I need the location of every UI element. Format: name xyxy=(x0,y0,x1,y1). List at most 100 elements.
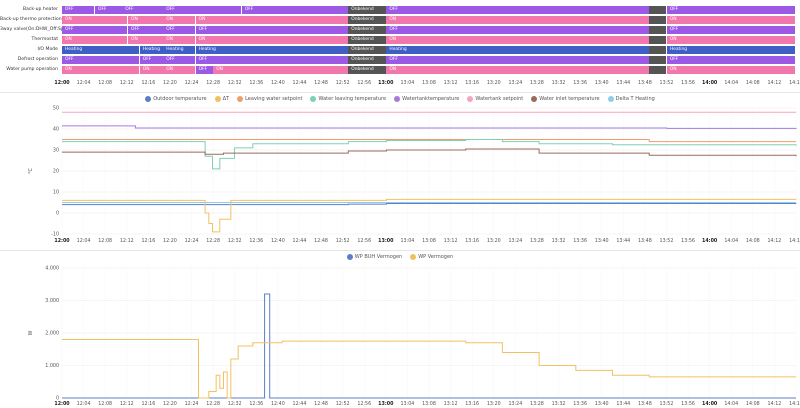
legend-item[interactable]: Leaving water setpoint xyxy=(237,96,302,102)
timeline-segment-off[interactable]: OFF xyxy=(386,56,649,64)
divider xyxy=(0,250,800,251)
timeline-segment-on[interactable]: ON xyxy=(666,16,796,24)
series-line[interactable] xyxy=(62,125,797,129)
timeline-segment-heating[interactable]: Heating xyxy=(386,46,649,54)
series-line[interactable] xyxy=(62,139,796,143)
timeline-segment-unavailable[interactable] xyxy=(649,56,667,64)
timeline-segment-unavailable[interactable]: Onbekend xyxy=(348,56,386,64)
time-tick-label: 12:16 xyxy=(141,401,155,407)
timeline-segment-on[interactable]: ON xyxy=(195,16,348,24)
time-tick-label: 12:12 xyxy=(120,80,134,86)
timeline-segment-off[interactable]: OFF xyxy=(195,56,348,64)
time-tick-label: 14:04 xyxy=(724,238,738,244)
timeline-segment-on[interactable]: ON xyxy=(139,66,163,74)
timeline-segment-off[interactable]: OFF xyxy=(62,6,95,14)
timeline-segment-unavailable[interactable]: Onbekend xyxy=(348,66,386,74)
timeline-segment-heating[interactable]: Heating xyxy=(139,46,163,54)
timeline-segment-unavailable[interactable]: Onbekend xyxy=(348,16,386,24)
timeline-segment-on[interactable]: ON xyxy=(666,66,796,74)
time-tick-label: 12:56 xyxy=(357,238,371,244)
timeline-segment-unavailable[interactable] xyxy=(649,66,667,74)
time-tick-label: 12:16 xyxy=(141,80,155,86)
timeline-segment-heating[interactable]: Heating xyxy=(666,46,796,54)
timeline-segment-off[interactable]: OFF xyxy=(128,26,163,34)
timeline-segment-on[interactable]: ON xyxy=(128,36,163,44)
timeline-segment-off[interactable]: OFF xyxy=(163,26,195,34)
legend-item[interactable]: Watertanktemperature xyxy=(394,96,459,102)
series-line[interactable] xyxy=(62,203,797,206)
timeline-segment-off[interactable]: OFF xyxy=(62,26,128,34)
timeline-segment-unavailable[interactable] xyxy=(649,36,667,44)
timeline-segment-off[interactable]: OFF xyxy=(163,6,242,14)
legend-item[interactable]: Water inlet temperature xyxy=(531,96,600,102)
timeline-segment-unavailable[interactable] xyxy=(649,16,667,24)
timeline-segment-on[interactable]: ON xyxy=(163,36,195,44)
timeline-row-label: Back-up heater xyxy=(22,7,58,12)
time-tick-label: 13:48 xyxy=(638,238,652,244)
timeline-segment-on[interactable]: ON xyxy=(163,66,195,74)
timeline-segment-off[interactable]: OFF xyxy=(95,6,122,14)
timeline-segment-on[interactable]: ON xyxy=(163,16,195,24)
timeline-segment-off[interactable]: OFF xyxy=(62,56,140,64)
timeline-segment-off[interactable]: OFF xyxy=(139,56,163,64)
legend-item[interactable]: Delta T Heating xyxy=(607,96,655,102)
timeline-segment-unavailable[interactable] xyxy=(649,46,667,54)
time-tick-label: 13:44 xyxy=(616,80,630,86)
y-tick-label: 30 xyxy=(53,148,59,154)
legend-item[interactable]: WP Vermogen xyxy=(410,254,453,260)
timeline-segment-on[interactable]: ON xyxy=(62,16,128,24)
timeline-segment-off[interactable]: OFF xyxy=(666,6,796,14)
time-tick-label: 14:12 xyxy=(767,401,781,407)
timeline-segment-off[interactable]: OFF xyxy=(241,6,348,14)
time-tick-label: 13:08 xyxy=(422,401,436,407)
timeline-segment-unavailable[interactable]: Onbekend xyxy=(348,36,386,44)
power-legend[interactable]: WP BUH Vermogen WP Vermogen xyxy=(0,254,800,260)
timeline-segment-off[interactable]: OFF xyxy=(666,26,796,34)
time-tick-label: 13:56 xyxy=(681,401,695,407)
timeline-segment-heating[interactable]: Heating xyxy=(195,46,348,54)
series-line[interactable] xyxy=(62,148,797,157)
time-tick-label: 13:12 xyxy=(444,80,458,86)
timeline-segment-off[interactable]: OFF xyxy=(195,26,348,34)
legend-item[interactable]: WP BUH Vermogen xyxy=(346,254,402,260)
timeline-segment-off[interactable]: OFF xyxy=(666,56,796,64)
timeline-segment-off[interactable]: OFF xyxy=(163,56,195,64)
legend-item[interactable]: Watertank setpoint xyxy=(467,96,523,102)
time-tick-label: 13:32 xyxy=(552,401,566,407)
time-tick-label: 12:52 xyxy=(336,401,350,407)
time-tick-label: 13:16 xyxy=(465,401,479,407)
legend-label: Outdoor temperature xyxy=(153,96,207,102)
timeline-segment-on[interactable]: ON xyxy=(128,16,163,24)
y-axis-label: °C xyxy=(28,167,34,173)
timeline-segment-on[interactable]: ON xyxy=(62,66,140,74)
legend-item[interactable]: Outdoor temperature xyxy=(145,96,207,102)
legend-color-swatch xyxy=(346,254,353,260)
time-tick-label: 13:48 xyxy=(638,401,652,407)
series-line[interactable] xyxy=(62,293,796,399)
timeline-segment-unavailable[interactable]: Onbekend xyxy=(348,46,386,54)
timeline-segment-unavailable[interactable]: Onbekend xyxy=(348,6,386,14)
timeline-segment-unavailable[interactable] xyxy=(649,6,667,14)
timeline-segment-on[interactable]: ON xyxy=(62,36,128,44)
timeline-segment-on[interactable]: ON xyxy=(386,16,649,24)
timeline-segment-off[interactable]: OFF xyxy=(195,66,213,74)
timeline-segment-heating[interactable]: Heating xyxy=(163,46,195,54)
timeline-segment-on[interactable]: ON xyxy=(386,66,649,74)
temperature-legend[interactable]: Outdoor temperature ΔT Leaving water setpo… xyxy=(0,96,800,102)
timeline-segment-on[interactable]: ON xyxy=(386,36,649,44)
timeline-segment-on[interactable]: ON xyxy=(195,36,348,44)
series-line[interactable] xyxy=(62,198,797,233)
timeline-segment-unavailable[interactable] xyxy=(649,26,667,34)
legend-item[interactable]: Water leaving temperature xyxy=(310,96,386,102)
timeline-segment-off[interactable]: OFF xyxy=(386,26,649,34)
series-line[interactable] xyxy=(62,139,797,170)
timeline-segment-unavailable[interactable]: Onbekend xyxy=(348,26,386,34)
timeline-segment-off[interactable]: OFF xyxy=(386,6,649,14)
timeline-segment-heating[interactable]: Heating xyxy=(62,46,140,54)
timeline-segment-on[interactable]: ON xyxy=(213,66,348,74)
timeline-segment-on[interactable]: ON xyxy=(666,36,796,44)
timeline-segment-off[interactable]: OFF xyxy=(122,6,163,14)
legend-item[interactable]: ΔT xyxy=(214,96,229,102)
series-line[interactable] xyxy=(62,339,796,399)
time-tick-label: 12:00 xyxy=(54,80,70,86)
